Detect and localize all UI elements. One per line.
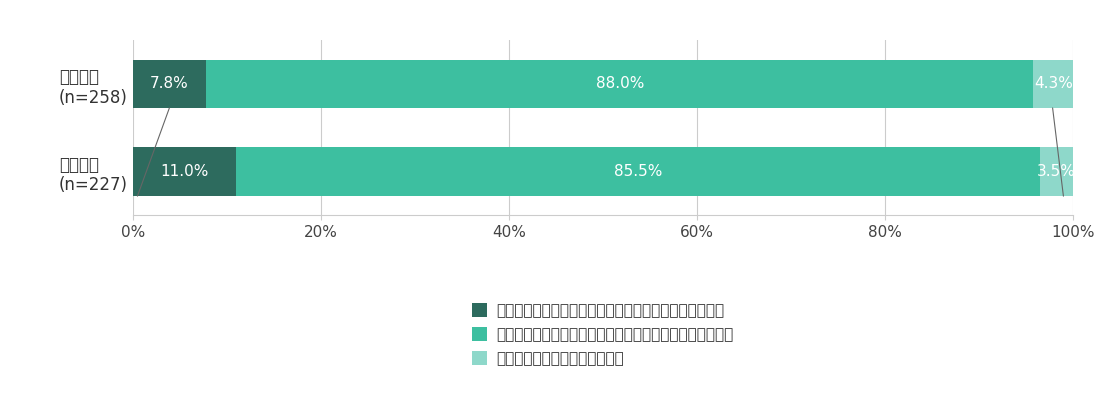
Bar <box>206 60 1033 108</box>
Legend: リスクマネジメントに関する取り組みを専任としている, リスクマネジメント以外の当該部署の業務を兼任している, 専任者と兼任者で協働している: リスクマネジメントに関する取り組みを専任としている, リスクマネジメント以外の当… <box>466 297 740 373</box>
Bar <box>1040 148 1073 196</box>
Bar <box>133 148 237 196</box>
Text: 4.3%: 4.3% <box>1034 76 1073 91</box>
Text: 3.5%: 3.5% <box>1037 164 1076 179</box>
Text: 7.8%: 7.8% <box>150 76 189 91</box>
Text: 85.5%: 85.5% <box>614 164 662 179</box>
Bar <box>1033 60 1074 108</box>
Text: 88.0%: 88.0% <box>595 76 644 91</box>
Bar <box>133 60 206 108</box>
Bar <box>237 148 1040 196</box>
Text: 11.0%: 11.0% <box>160 164 209 179</box>
